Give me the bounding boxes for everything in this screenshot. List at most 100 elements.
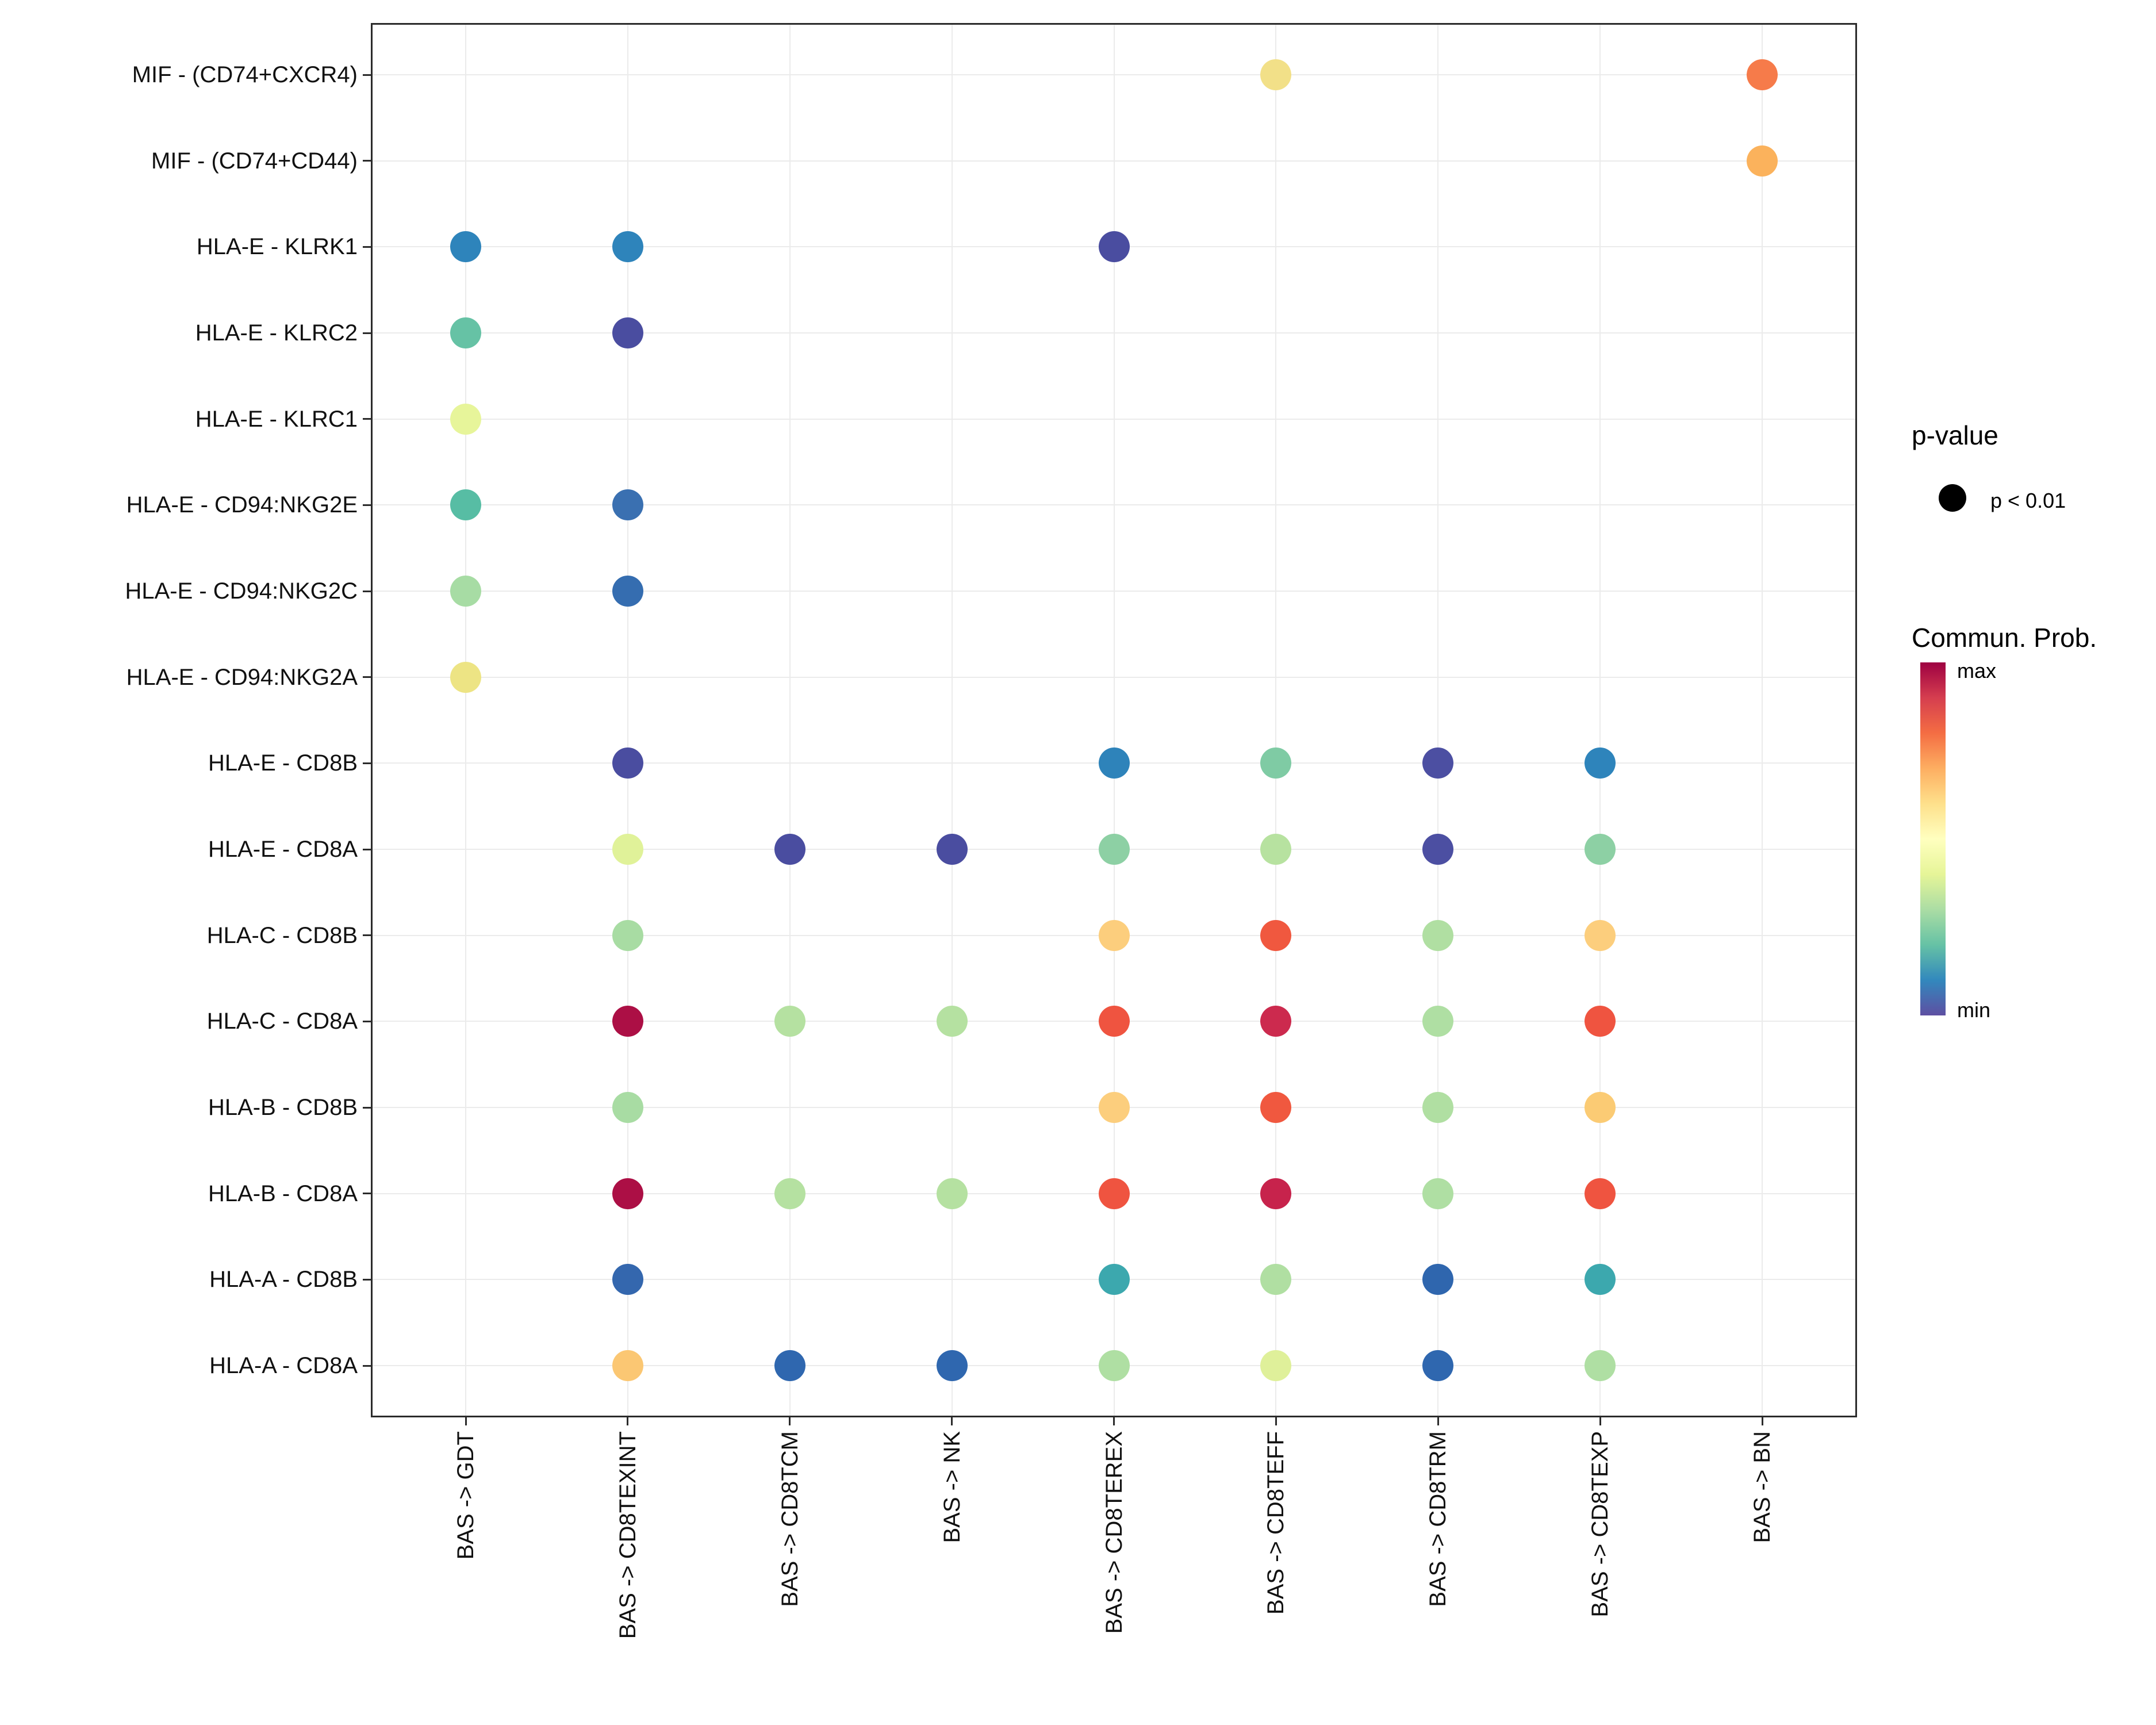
x-axis-label: BAS -> CD8TEXP [1587,1431,1613,1617]
x-axis-tick [627,1417,629,1425]
y-axis-label: HLA-E - CD94:NKG2E [126,492,358,518]
data-dot [1422,1006,1454,1037]
pvalue-dot-icon [1939,484,1966,512]
data-dot [1098,747,1130,779]
data-dot [1422,919,1454,951]
data-dot [450,403,481,435]
data-dot [450,576,481,607]
y-axis-label: HLA-E - KLRC2 [195,320,358,346]
colorbar-min-label: min [1957,998,1991,1022]
data-dot [1585,1178,1616,1209]
data-dot [612,576,643,607]
data-dot [1422,1264,1454,1295]
data-dot [1747,145,1778,177]
data-dot [450,317,481,348]
data-dot [774,1350,805,1381]
y-axis-tick [363,1193,371,1195]
data-dot [1260,1006,1292,1037]
data-dot [1422,1092,1454,1123]
y-axis-label: HLA-A - CD8B [209,1267,358,1293]
x-axis-label: BAS -> CD8TEFF [1263,1431,1289,1615]
data-dot [936,1006,968,1037]
data-dot [1098,1350,1130,1381]
y-axis-label: HLA-E - CD94:NKG2A [126,664,358,690]
data-dot [612,1006,643,1037]
x-axis-label: BAS -> GDT [453,1431,478,1560]
data-dot [612,1092,643,1123]
data-dot [774,1178,805,1209]
x-axis-tick [1437,1417,1439,1425]
y-axis-tick [363,504,371,506]
data-dot [1098,919,1130,951]
v-gridline [1275,25,1277,1416]
x-axis-label: BAS -> CD8TRM [1425,1431,1451,1607]
y-axis-label: HLA-B - CD8A [208,1180,358,1206]
y-axis-label: HLA-C - CD8B [206,922,358,948]
data-dot [450,231,481,263]
x-axis-tick [1599,1417,1601,1425]
v-gridline [1113,25,1115,1416]
y-axis-tick [363,1020,371,1022]
data-dot [1260,1350,1292,1381]
x-axis-label: BAS -> BN [1750,1431,1775,1543]
data-dot [1260,1092,1292,1123]
v-gridline [627,25,628,1416]
v-gridline [1599,25,1601,1416]
data-dot [1585,747,1616,779]
y-axis-label: HLA-C - CD8A [206,1009,358,1034]
pvalue-legend-label: p < 0.01 [1990,489,2066,512]
data-dot [612,489,643,521]
y-axis-tick [363,1364,371,1367]
data-dot [450,489,481,521]
x-axis-tick [951,1417,953,1425]
x-axis-tick [789,1417,791,1425]
v-gridline [951,25,953,1416]
x-axis-label: BAS -> NK [939,1431,965,1543]
data-dot [1098,834,1130,865]
y-axis-tick [363,934,371,937]
x-axis-label: BAS -> CD8TEXINT [615,1431,640,1639]
y-axis-tick [363,676,371,678]
data-dot [612,1264,643,1295]
data-dot [1098,1006,1130,1037]
data-dot [612,317,643,348]
y-axis-label: HLA-E - CD94:NKG2C [125,578,358,604]
data-dot [1422,747,1454,779]
data-dot [1422,1178,1454,1209]
x-axis-tick [1113,1417,1115,1425]
y-axis-tick [363,74,371,76]
x-axis-label: BAS -> CD8TEREX [1101,1431,1127,1634]
data-dot [612,834,643,865]
data-dot [936,834,968,865]
y-axis-label: MIF - (CD74+CD44) [151,148,358,174]
y-axis-label: MIF - (CD74+CXCR4) [132,62,358,87]
y-axis-tick [363,1106,371,1109]
data-dot [1422,1350,1454,1381]
y-axis-tick [363,332,371,334]
v-gridline [1437,25,1439,1416]
colorbar-max-label: max [1957,659,1997,683]
data-dot [936,1350,968,1381]
data-dot [774,834,805,865]
data-dot [1747,59,1778,90]
data-dot [1098,231,1130,263]
data-dot [1260,59,1292,90]
colorbar-title: Commun. Prob. [1912,623,2097,653]
data-dot [612,747,643,779]
y-axis-tick [363,246,371,248]
data-dot [1098,1092,1130,1123]
data-dot [612,919,643,951]
pvalue-legend-title: p-value [1912,420,1998,450]
data-dot [1585,1092,1616,1123]
y-axis-label: HLA-B - CD8B [208,1095,358,1120]
data-dot [1585,1350,1616,1381]
data-dot [1585,919,1616,951]
data-dot [612,1350,643,1381]
y-axis-label: HLA-A - CD8A [209,1353,358,1378]
y-axis-label: HLA-E - CD8B [208,750,358,776]
data-dot [1422,834,1454,865]
x-axis-tick [1275,1417,1277,1425]
data-dot [1098,1178,1130,1209]
v-gridline [789,25,791,1416]
